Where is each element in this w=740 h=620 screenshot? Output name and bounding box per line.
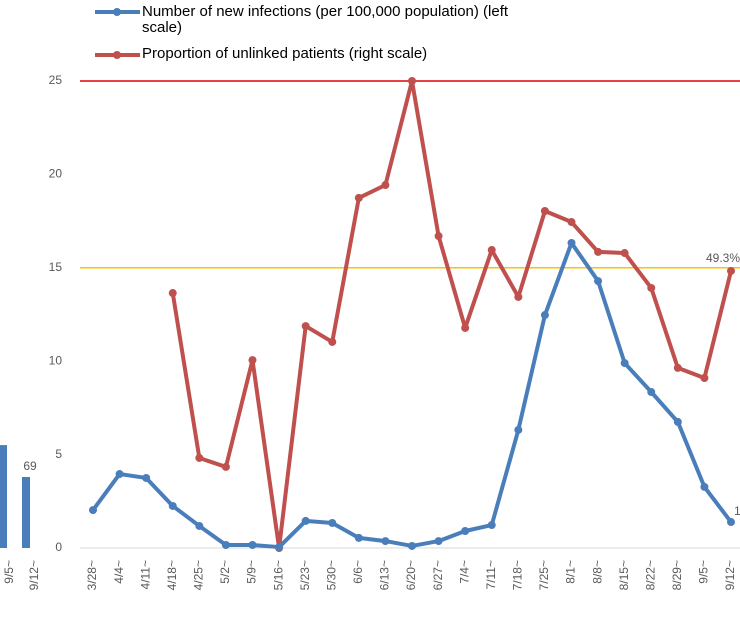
point: [381, 181, 390, 190]
point: [514, 425, 523, 434]
point: [540, 207, 549, 216]
point: [594, 277, 603, 286]
point: [487, 521, 496, 530]
x-tick-label: 9/12~: [723, 560, 737, 590]
x-tick-label: 8/22~: [643, 560, 657, 590]
point: [461, 527, 470, 536]
point: [221, 462, 230, 471]
series-line: [170, 79, 733, 550]
point: [700, 482, 709, 491]
x-tick-label: 5/23~: [298, 560, 312, 590]
x-tick-label: 9/5~: [697, 560, 711, 584]
x-tick-label: 5/9~: [245, 560, 259, 584]
point: [221, 541, 230, 550]
x-tick-label: 8/29~: [670, 560, 684, 590]
x-tick-label: 8/15~: [617, 560, 631, 590]
bar: [0, 445, 7, 548]
x-tick-label: 8/8~: [590, 560, 604, 584]
y-tick-label: 15: [49, 260, 63, 274]
legend-label: Number of new infections (per 100,000 po…: [142, 3, 509, 36]
x-tick-label: 4/18~: [165, 560, 179, 590]
y-tick-label: 20: [49, 167, 63, 181]
point: [328, 518, 337, 527]
annotation: 1: [734, 504, 740, 518]
x-tick-label: 3/28~: [85, 560, 99, 590]
point: [168, 289, 177, 298]
point: [408, 541, 416, 550]
point: [673, 363, 682, 372]
point: [461, 323, 470, 332]
point: [408, 77, 416, 85]
legend-marker: [113, 8, 121, 16]
point: [195, 521, 204, 530]
x-tick-label: 9/5~: [2, 560, 16, 584]
x-tick-label: 4/4~: [112, 560, 126, 584]
point: [567, 218, 576, 227]
bar: [22, 477, 30, 548]
x-tick-label: 7/25~: [537, 560, 551, 590]
point: [514, 292, 523, 301]
legend-label: Proportion of unlinked patients (right s…: [142, 45, 428, 62]
point: [434, 232, 443, 241]
point: [354, 533, 363, 542]
point: [275, 543, 284, 552]
annotation: 49.3%: [706, 251, 740, 265]
point: [727, 518, 735, 527]
point: [647, 388, 656, 397]
point: [142, 473, 151, 482]
point: [727, 266, 735, 275]
point: [248, 541, 257, 550]
y-tick-label: 25: [49, 73, 63, 87]
x-tick-label: 7/18~: [511, 560, 525, 590]
point: [594, 247, 603, 256]
x-tick-label: 5/30~: [324, 560, 338, 590]
x-tick-label: 6/6~: [351, 560, 365, 584]
x-tick-label: 5/16~: [271, 560, 285, 590]
x-tick-label: 9/12~: [27, 560, 41, 590]
point: [195, 453, 204, 462]
point: [487, 246, 496, 255]
x-tick-label: 7/4~: [457, 560, 471, 584]
y-tick-label: 5: [55, 447, 62, 461]
y-tick-label: 10: [49, 353, 63, 367]
point: [647, 283, 656, 292]
data-label: 69: [23, 459, 37, 473]
point: [434, 537, 443, 546]
point: [89, 506, 97, 515]
x-tick-label: 6/13~: [378, 560, 392, 590]
point: [673, 417, 682, 426]
point: [301, 322, 310, 331]
point: [381, 537, 390, 546]
point: [620, 359, 629, 368]
x-tick-label: 5/2~: [218, 560, 232, 584]
x-tick-label: 4/25~: [192, 560, 206, 590]
point: [301, 516, 310, 525]
y-tick-label: 0: [55, 540, 62, 554]
point: [620, 249, 629, 258]
point: [328, 337, 337, 346]
legend-marker: [113, 51, 121, 59]
point: [567, 238, 576, 247]
point: [248, 356, 257, 365]
x-tick-label: 8/1~: [564, 560, 578, 584]
point: [540, 311, 549, 320]
point: [115, 470, 124, 479]
point: [700, 374, 709, 383]
x-tick-label: 6/27~: [431, 560, 445, 590]
x-tick-label: 6/20~: [404, 560, 418, 590]
x-tick-label: 4/11~: [138, 560, 152, 589]
point: [354, 193, 363, 202]
point: [168, 501, 177, 510]
x-tick-label: 7/11~: [484, 560, 498, 589]
